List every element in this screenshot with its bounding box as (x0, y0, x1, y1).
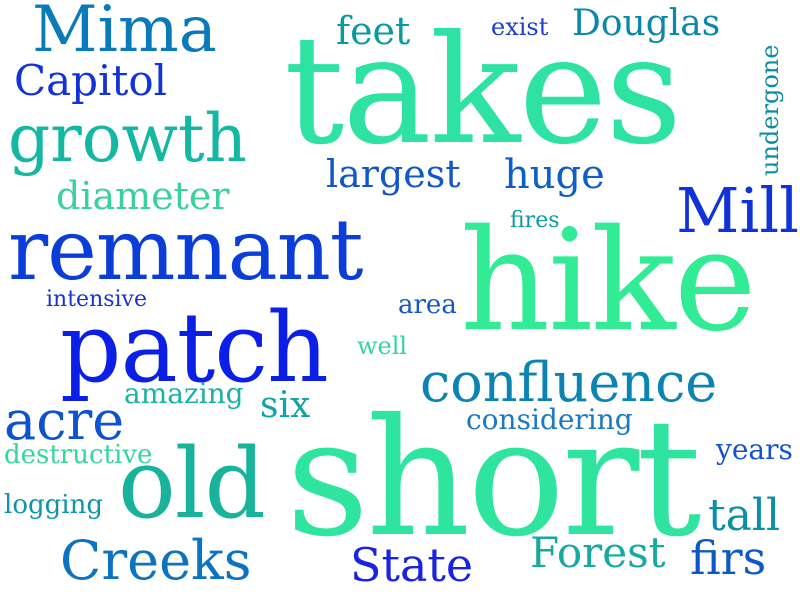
word-destructive: destructive (4, 440, 153, 470)
word-mima: Mima (32, 0, 217, 67)
word-intensive: intensive (46, 287, 148, 312)
word-firs: firs (690, 531, 767, 585)
word-considering: considering (466, 403, 633, 436)
word-short: short (286, 385, 702, 573)
word-well: well (357, 332, 408, 360)
word-capitol: Capitol (14, 56, 168, 105)
word-amazing: amazing (124, 377, 244, 410)
word-growth: growth (8, 100, 248, 177)
word-remnant: remnant (8, 201, 364, 299)
word-state: State (350, 538, 474, 592)
word-huge: huge (504, 152, 605, 198)
word-confluence: confluence (420, 351, 718, 414)
word-acre: acre (4, 389, 125, 452)
word-largest: largest (326, 152, 461, 196)
word-douglas: Douglas (572, 3, 721, 44)
word-logging: logging (4, 490, 103, 520)
word-undergone: undergone (756, 44, 784, 176)
word-area: area (398, 290, 457, 320)
word-takes: takes (284, 4, 682, 178)
word-six: six (260, 385, 311, 426)
word-feet: feet (336, 9, 411, 53)
word-creeks: Creeks (60, 529, 252, 592)
word-tall: tall (708, 490, 781, 541)
word-fires: fires (510, 208, 560, 233)
word-patch: patch (60, 292, 329, 404)
word-old: old (118, 428, 266, 540)
word-hike: hike (460, 200, 757, 363)
word-exist: exist (491, 13, 549, 41)
word-forest: Forest (530, 528, 666, 577)
word-years: years (716, 433, 793, 466)
word-mill: Mill (676, 174, 799, 247)
word-diameter: diameter (56, 174, 230, 218)
